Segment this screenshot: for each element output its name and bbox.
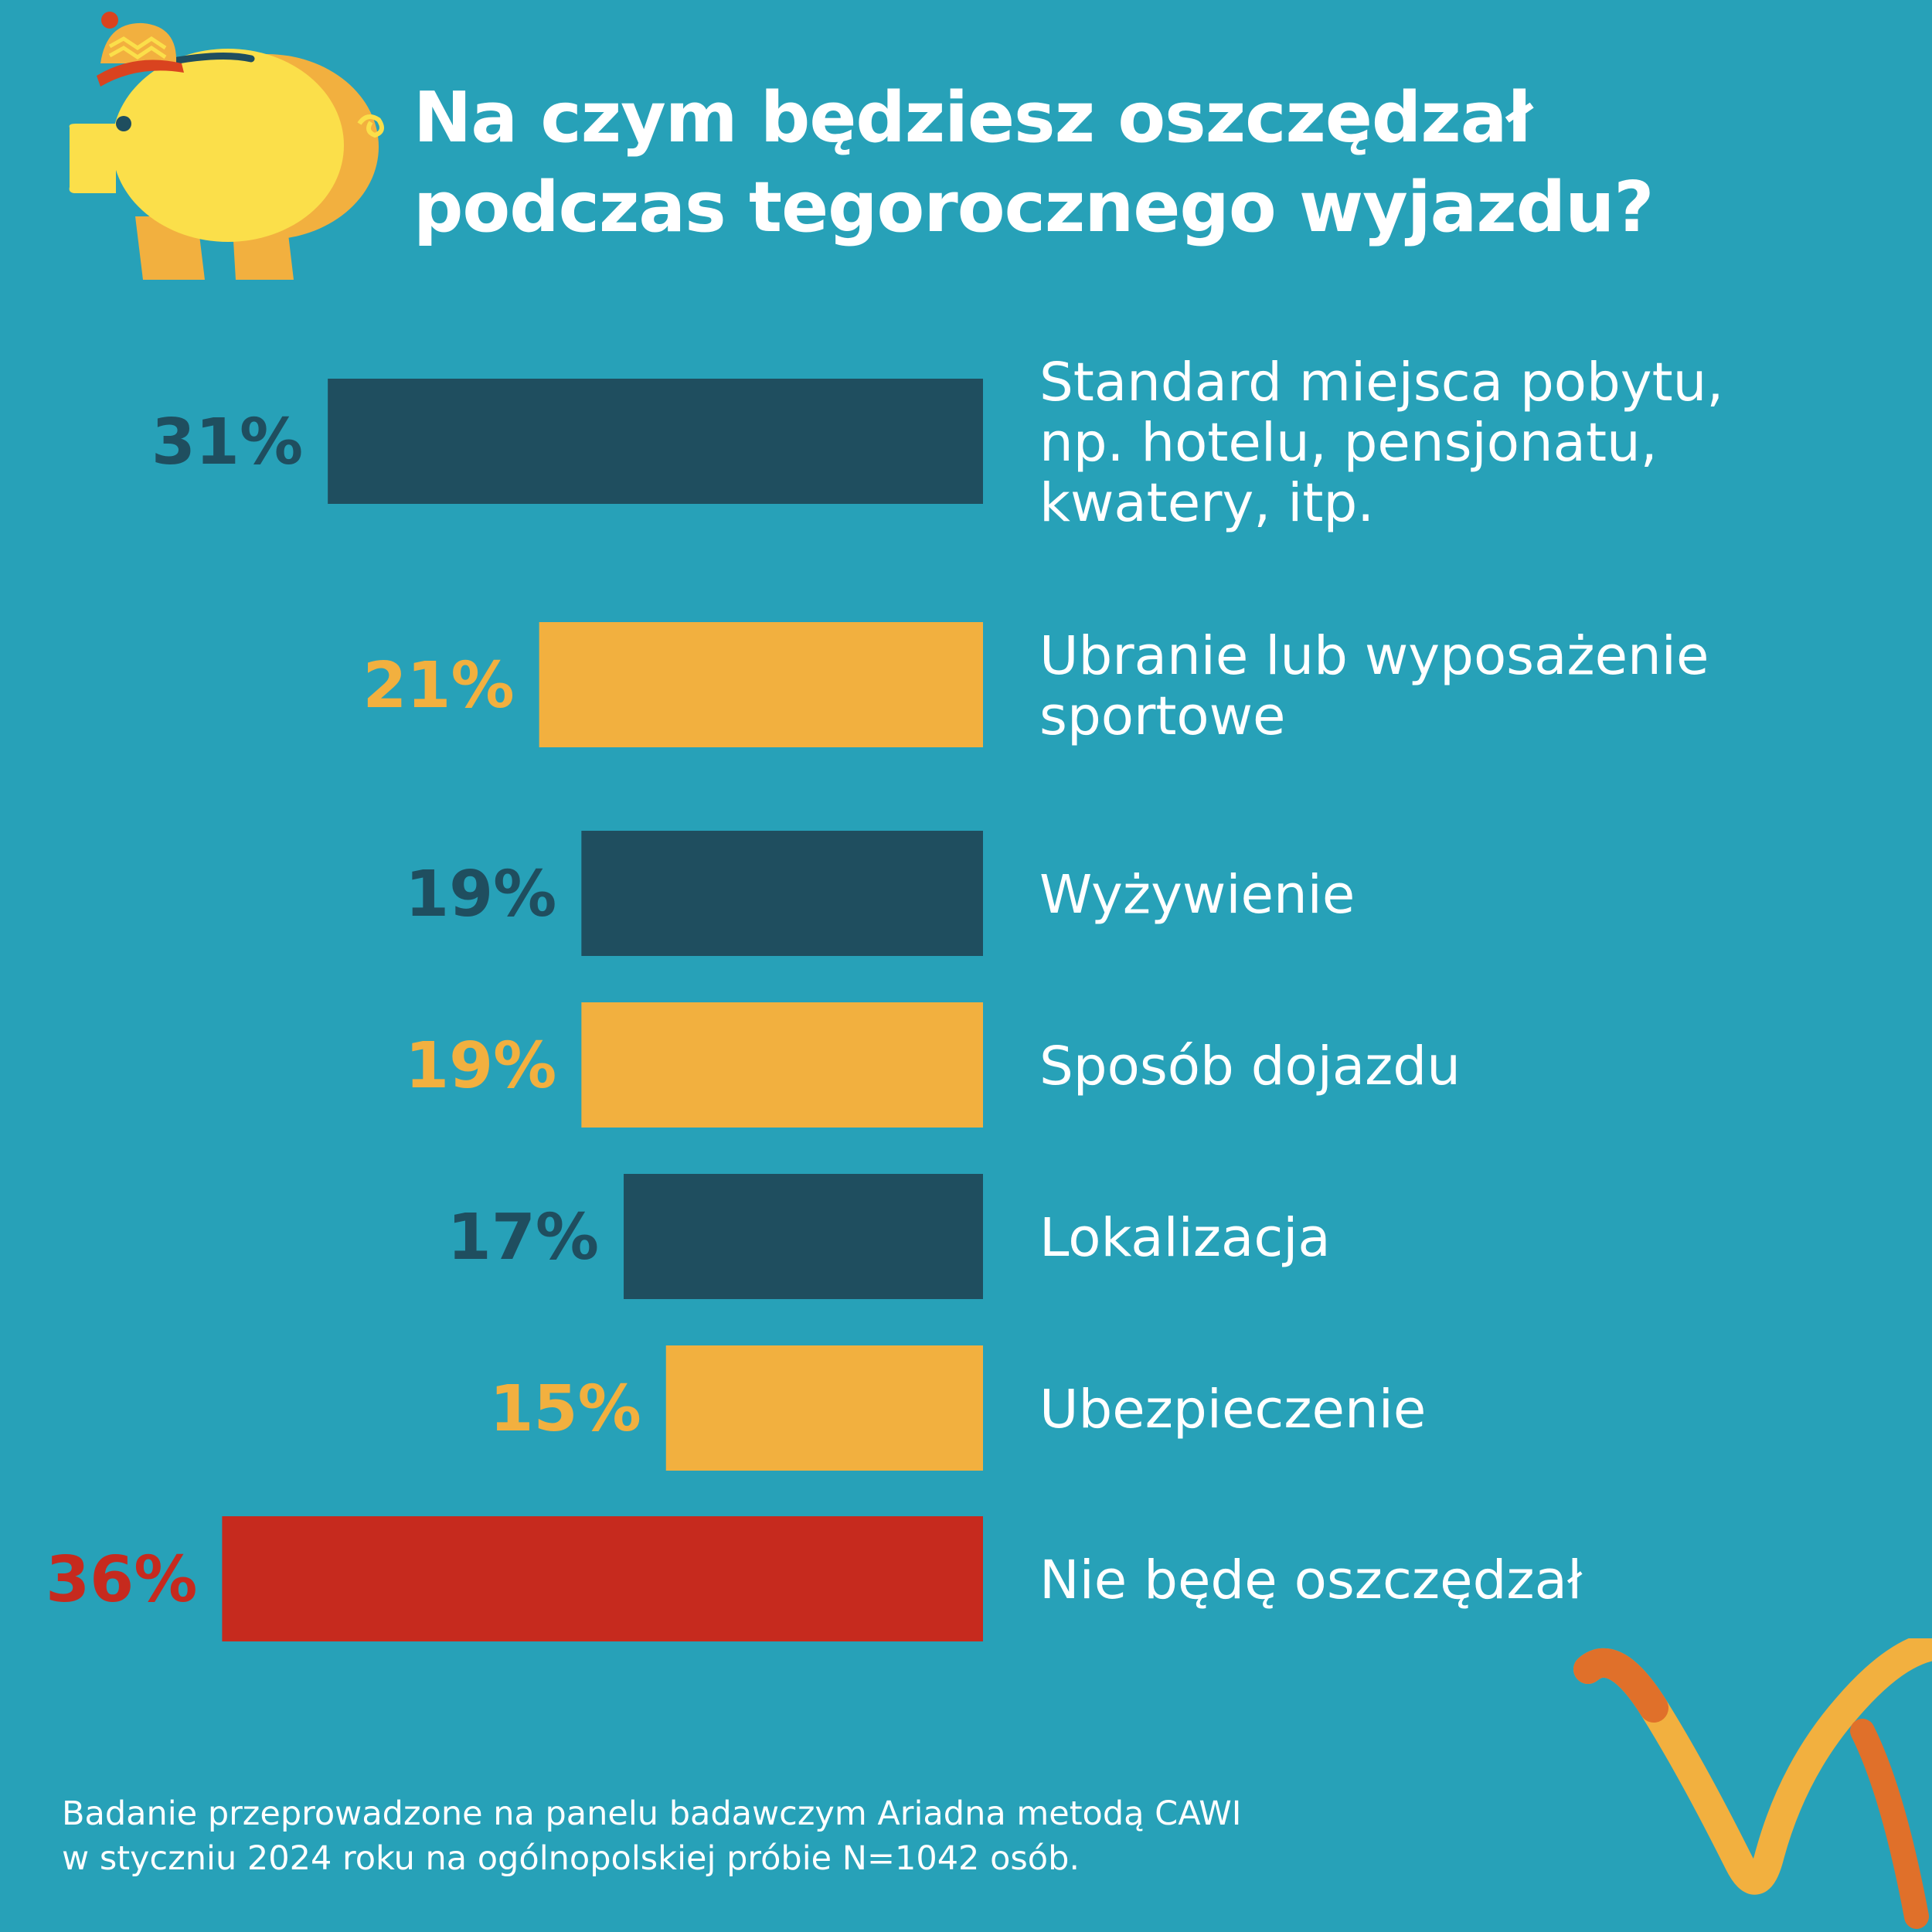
category-label-line: Nie będę oszczędzał: [1039, 1549, 1583, 1611]
value-label-7: 36%: [46, 1543, 197, 1617]
category-label-line: Standard miejsca pobytu,: [1039, 352, 1723, 413]
value-label-1: 31%: [151, 406, 303, 479]
category-label-7: Nie będę oszczędzał: [1039, 1549, 1583, 1611]
value-label-3: 19%: [405, 858, 556, 931]
category-label-line: Wyżywienie: [1039, 864, 1355, 926]
footnote-line-2: w styczniu 2024 roku na ogólnopolskiej p…: [62, 1839, 1080, 1878]
chart-title: Na czym będziesz oszczędzał podczas tego…: [413, 73, 1654, 253]
piggy-bank-icon: [69, 12, 384, 280]
category-label-4: Sposób dojazdu: [1039, 1036, 1461, 1097]
category-label-1: Standard miejsca pobytu, np. hotelu, pens…: [1039, 352, 1723, 534]
category-label-6: Ubezpieczenie: [1039, 1379, 1426, 1440]
value-label-6: 15%: [489, 1372, 641, 1446]
bar-2: [539, 622, 983, 747]
bar-1: [328, 379, 983, 504]
bar-4: [581, 1002, 983, 1128]
category-label-line: Lokalizacja: [1039, 1207, 1331, 1269]
category-label-line: Ubranie lub wyposażenie: [1039, 625, 1709, 687]
category-label-2: Ubranie lub wyposażenie sportowe: [1039, 625, 1709, 747]
category-label-line: Sposób dojazdu: [1039, 1036, 1461, 1097]
title-line-2: podczas tegorocznego wyjazdu?: [413, 167, 1654, 248]
category-label-5: Lokalizacja: [1039, 1207, 1331, 1269]
title-line-1: Na czym będziesz oszczędzał: [413, 77, 1532, 158]
value-label-5: 17%: [447, 1201, 599, 1274]
footnote-line-1: Badanie przeprowadzone na panelu badawcz…: [62, 1794, 1242, 1833]
category-label-line: kwatery, itp.: [1039, 472, 1374, 534]
value-label-4: 19%: [405, 1029, 556, 1103]
bar-6: [665, 1345, 983, 1471]
value-label-2: 21%: [362, 649, 514, 723]
bar-7: [222, 1516, 983, 1641]
footnote: Badanie przeprowadzone na panelu badawcz…: [62, 1791, 1241, 1881]
brand-logo-swoosh: [1573, 1638, 1932, 1929]
bar-chart: 31% Standard miejsca pobytu, np. hotelu, p…: [46, 352, 1723, 1641]
bar-3: [581, 831, 983, 956]
category-label-line: Ubezpieczenie: [1039, 1379, 1426, 1440]
category-label-line: np. hotelu, pensjonatu,: [1039, 412, 1658, 474]
category-label-line: sportowe: [1039, 685, 1286, 747]
bar-5: [624, 1174, 983, 1299]
category-label-3: Wyżywienie: [1039, 864, 1355, 926]
